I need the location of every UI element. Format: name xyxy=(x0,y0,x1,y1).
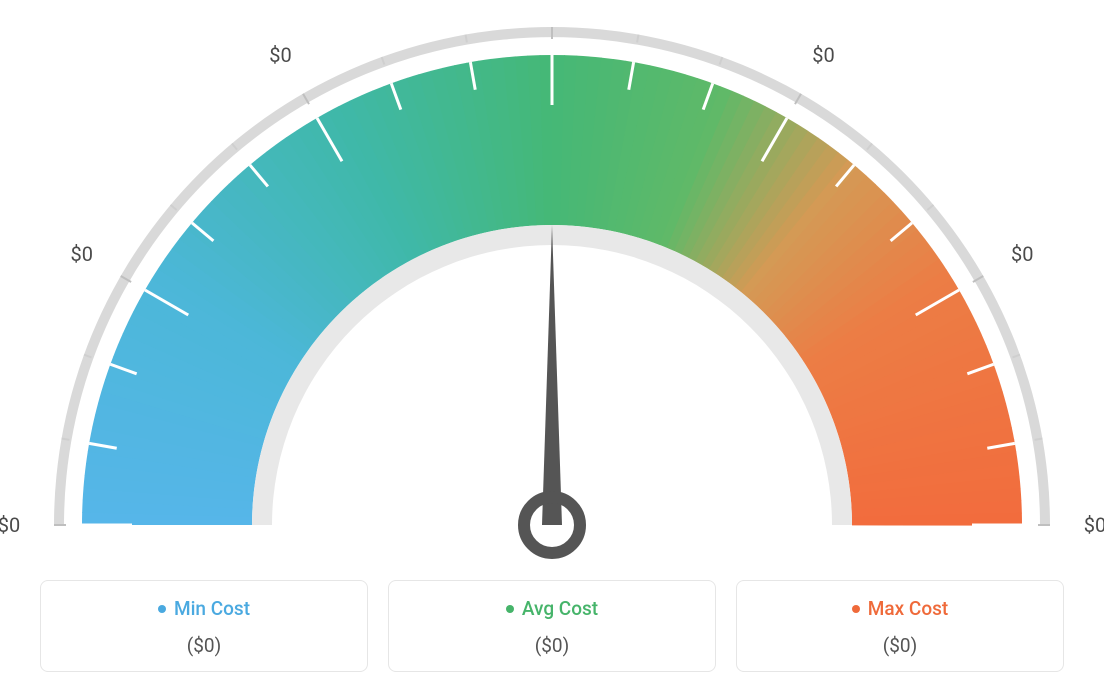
legend-title-avg: Avg Cost xyxy=(506,597,598,620)
legend-card-min: Min Cost ($0) xyxy=(40,580,368,672)
gauge-tick-label: $0 xyxy=(0,513,20,537)
gauge-svg xyxy=(0,0,1104,560)
legend-value-max: ($0) xyxy=(747,634,1053,657)
legend-value-min: ($0) xyxy=(51,634,357,657)
gauge-tick-label: $0 xyxy=(269,43,291,67)
legend-label: Min Cost xyxy=(174,597,250,620)
gauge-chart: $0$0$0$0$0$0$0 xyxy=(0,0,1104,560)
legend-row: Min Cost ($0) Avg Cost ($0) Max Cost ($0… xyxy=(40,580,1064,672)
legend-card-avg: Avg Cost ($0) xyxy=(388,580,716,672)
dot-icon xyxy=(506,605,514,613)
legend-card-max: Max Cost ($0) xyxy=(736,580,1064,672)
legend-value-avg: ($0) xyxy=(399,634,705,657)
gauge-tick-label: $0 xyxy=(70,242,92,266)
legend-title-min: Min Cost xyxy=(158,597,250,620)
legend-label: Max Cost xyxy=(868,597,948,620)
dot-icon xyxy=(158,605,166,613)
legend-title-max: Max Cost xyxy=(852,597,948,620)
gauge-tick-label: $0 xyxy=(1084,513,1104,537)
dot-icon xyxy=(852,605,860,613)
gauge-tick-label: $0 xyxy=(812,43,834,67)
legend-label: Avg Cost xyxy=(522,597,598,620)
gauge-tick-label: $0 xyxy=(1011,242,1033,266)
